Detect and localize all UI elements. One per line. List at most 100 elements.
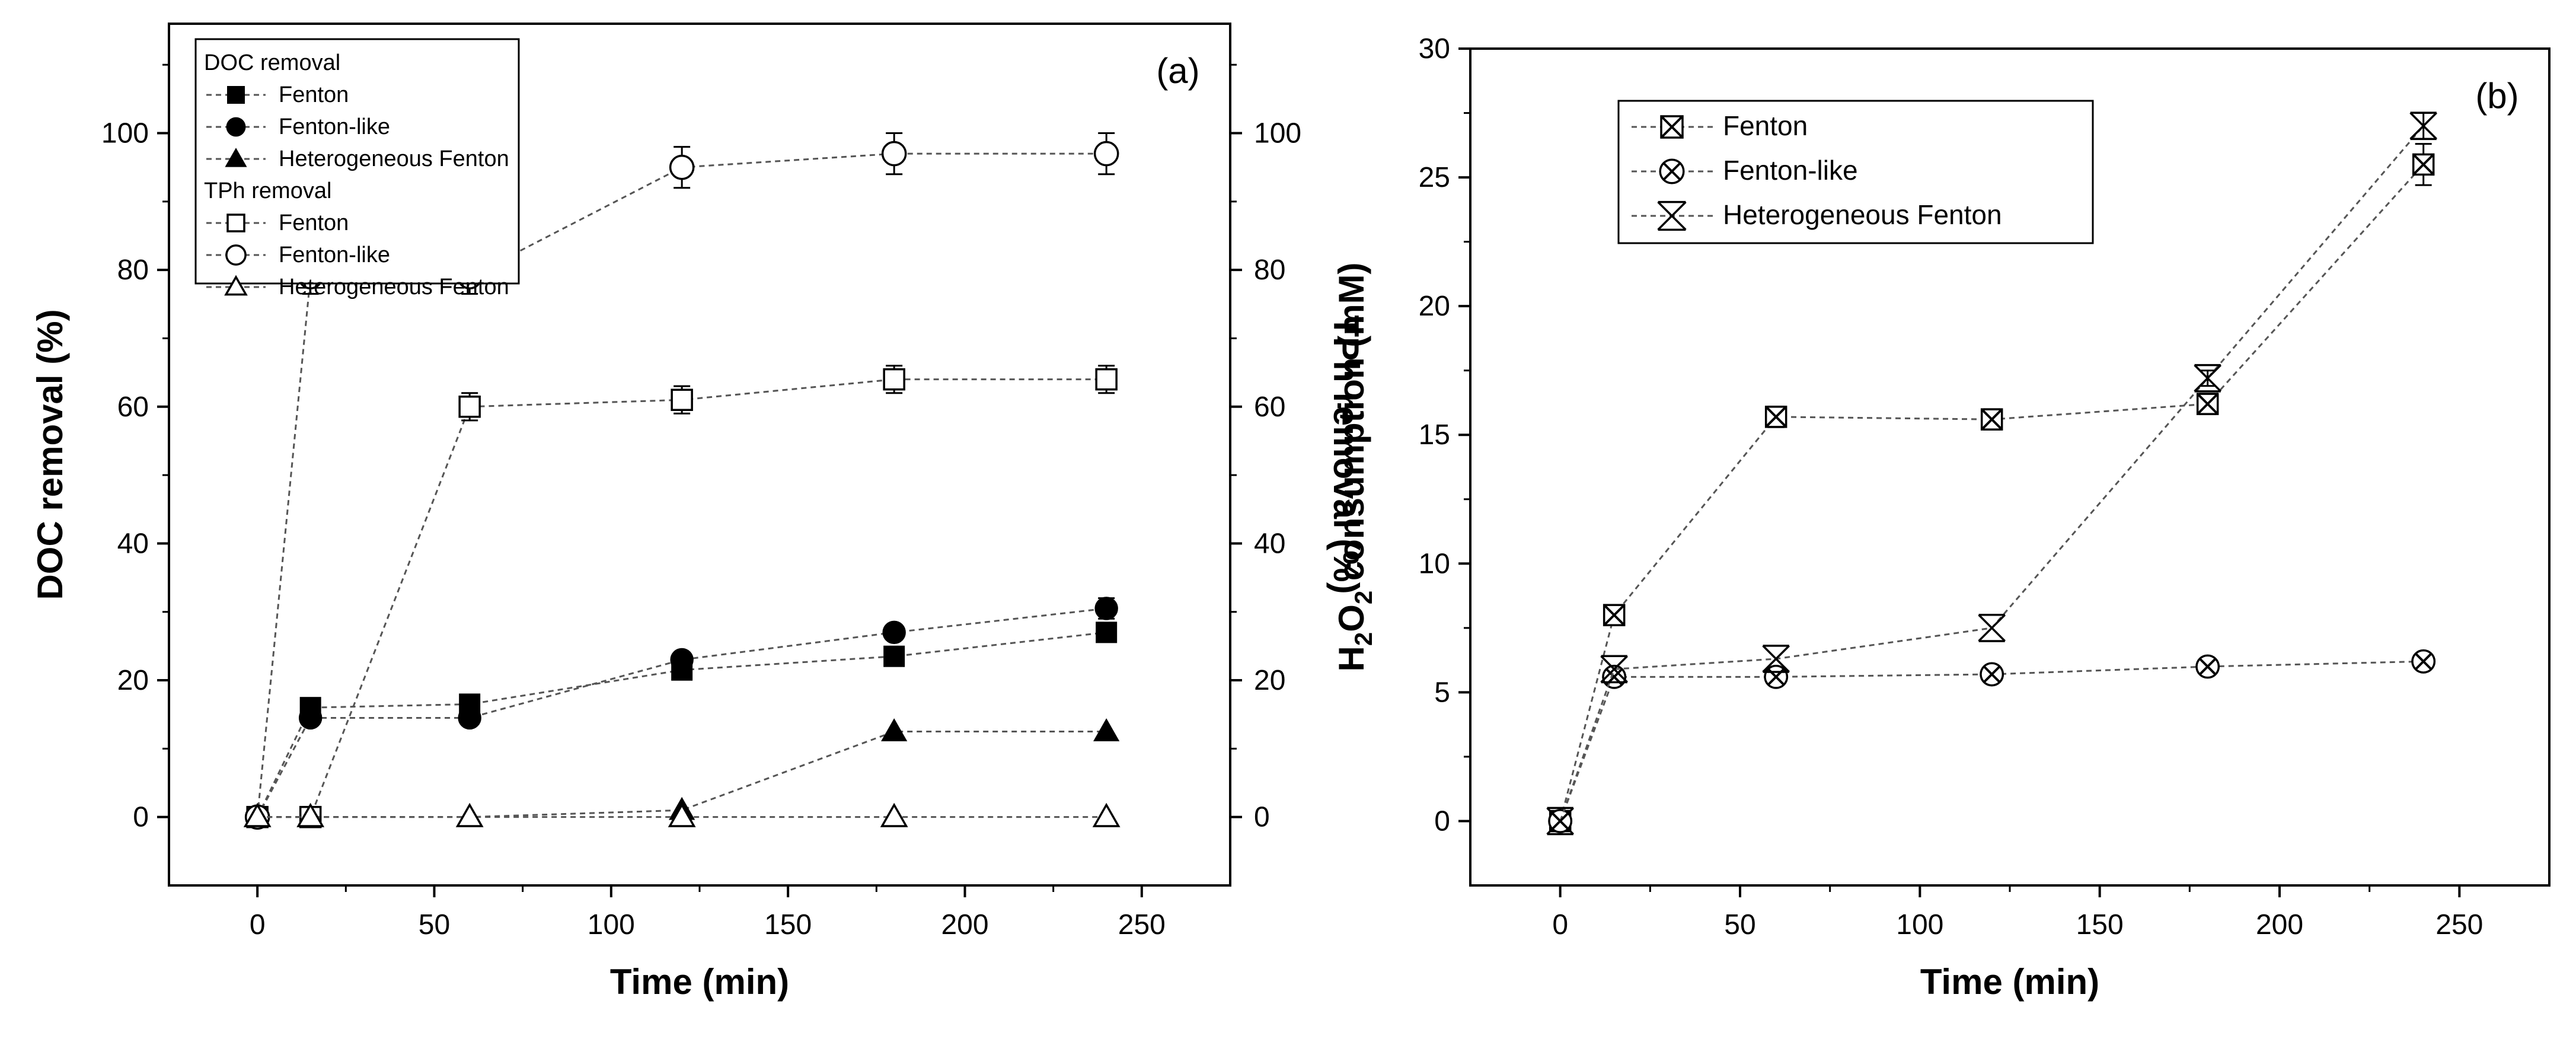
data-point: [1095, 368, 1118, 391]
data-point: [458, 396, 481, 418]
y-tick-label: 0: [1434, 805, 1450, 837]
data-point: [1546, 807, 1575, 836]
data-point: [668, 802, 696, 827]
data-point: [1094, 597, 1118, 620]
data-point: [882, 620, 906, 645]
y-tick-label: 100: [101, 118, 149, 149]
legend-label: Heterogeneous Fenton: [1723, 199, 2002, 230]
data-point: [2196, 393, 2219, 415]
y2-tick-label: 80: [1254, 254, 1285, 286]
legend-marker: [227, 86, 245, 104]
legend-label: Heterogeneous Fenton: [279, 146, 509, 171]
legend: DOC removal Fenton Fenton-like Heterogeneou…: [194, 38, 520, 299]
series-line: [257, 731, 1107, 818]
x-tick-label: 150: [764, 909, 812, 941]
legend-marker: [1657, 200, 1687, 231]
y-title-part: O: [1332, 604, 1371, 632]
data-point: [881, 141, 907, 167]
data-point: [1980, 408, 2003, 431]
y-tick-label: 10: [1419, 548, 1450, 579]
data-point: [883, 645, 905, 667]
y-tick-label: 20: [1419, 291, 1450, 322]
series-fenton: [1549, 143, 2435, 833]
y-tick-label: 0: [133, 802, 149, 833]
data-point: [2411, 649, 2436, 674]
data-point: [1603, 604, 1626, 626]
y2-tick-label: 60: [1254, 391, 1285, 423]
y2-tick-label: 0: [1254, 802, 1270, 833]
x-tick-label: 250: [1118, 909, 1166, 941]
series-line: [256, 631, 1107, 818]
x-axis-title: Time (min): [1920, 962, 2099, 1002]
legend-marker: [225, 148, 247, 167]
legend-label: Fenton: [279, 211, 349, 235]
data-point: [1600, 655, 1629, 684]
data-point: [1764, 406, 1787, 428]
legend-group-title: DOC removal: [204, 50, 340, 75]
data-point: [669, 154, 695, 180]
data-point: [1093, 141, 1119, 167]
x-tick-label: 0: [1552, 909, 1568, 941]
legend-marker: [1659, 158, 1685, 184]
data-point: [670, 648, 694, 672]
data-point: [883, 368, 905, 391]
y2-tick-label: 100: [1254, 118, 1301, 149]
y-tick-label: 15: [1419, 419, 1450, 451]
legend-box: [194, 38, 520, 285]
legend-marker: [225, 244, 247, 266]
x-tick-label: 200: [941, 909, 988, 941]
data-point: [298, 706, 323, 730]
y-tick-label: 20: [117, 665, 149, 696]
y-axis-title: H2O2 consumption (mM): [1332, 262, 1377, 671]
data-point: [1096, 622, 1118, 643]
series-line: [257, 378, 1107, 818]
legend: Fenton Fenton-like Heterogeneous Fenton: [1617, 100, 2094, 244]
legend-entry: Fenton-like: [1632, 155, 1858, 186]
legend-label: Fenton: [1723, 110, 1808, 141]
y-tick-label: 40: [117, 528, 149, 559]
legend-entry: Fenton-like: [206, 114, 390, 139]
y2-tick-label: 40: [1254, 528, 1285, 559]
y-tick-label: 5: [1434, 677, 1450, 708]
legend-box: [1617, 100, 2094, 244]
x-tick-label: 200: [2256, 909, 2303, 941]
data-point: [671, 388, 693, 411]
legend-label: Fenton-like: [279, 114, 390, 139]
y2-tick-label: 20: [1254, 665, 1285, 696]
legend-marker: [1660, 115, 1684, 139]
x-axis-title: Time (min): [610, 962, 789, 1002]
x-tick-label: 100: [588, 909, 635, 941]
y-title-part: H: [1332, 646, 1371, 671]
data-point: [2194, 364, 2222, 393]
data-point: [1762, 645, 1790, 673]
y2-axis-title: TPh removal (%): [1326, 315, 1366, 594]
data-point: [455, 802, 484, 827]
y-tick-label: 25: [1419, 162, 1450, 193]
legend-marker: [226, 214, 245, 232]
series-heterogeneous-fenton: [243, 802, 1121, 827]
series-heterogeneous-fenton: [1546, 111, 2438, 836]
legend-entry: Heterogeneous Fenton: [206, 146, 509, 171]
x-tick-label: 150: [2076, 909, 2124, 941]
y-tick-label: 80: [117, 254, 149, 286]
series-fenton-like: [1548, 649, 2436, 833]
x-tick-label: 250: [2435, 909, 2483, 941]
series-line: [1559, 125, 2424, 821]
y-title-subscript: 2: [1349, 591, 1377, 604]
legend-label: Fenton-like: [1723, 155, 1858, 186]
legend-entry: Fenton: [206, 82, 349, 107]
series-line: [256, 152, 1107, 817]
legend-entry: Heterogeneous Fenton: [1632, 199, 2002, 231]
data-point: [2195, 654, 2220, 679]
panel-label: (a): [1156, 51, 1199, 91]
x-tick-label: 50: [419, 909, 450, 941]
series-line: [1559, 660, 2424, 821]
data-point: [296, 802, 325, 827]
series-line: [256, 607, 1107, 818]
data-point: [1978, 613, 2006, 642]
series-fenton: [246, 365, 1118, 828]
data-point: [2409, 111, 2438, 141]
panel-label: (b): [2475, 76, 2518, 116]
legend-entry: Heterogeneous Fenton: [206, 275, 509, 299]
